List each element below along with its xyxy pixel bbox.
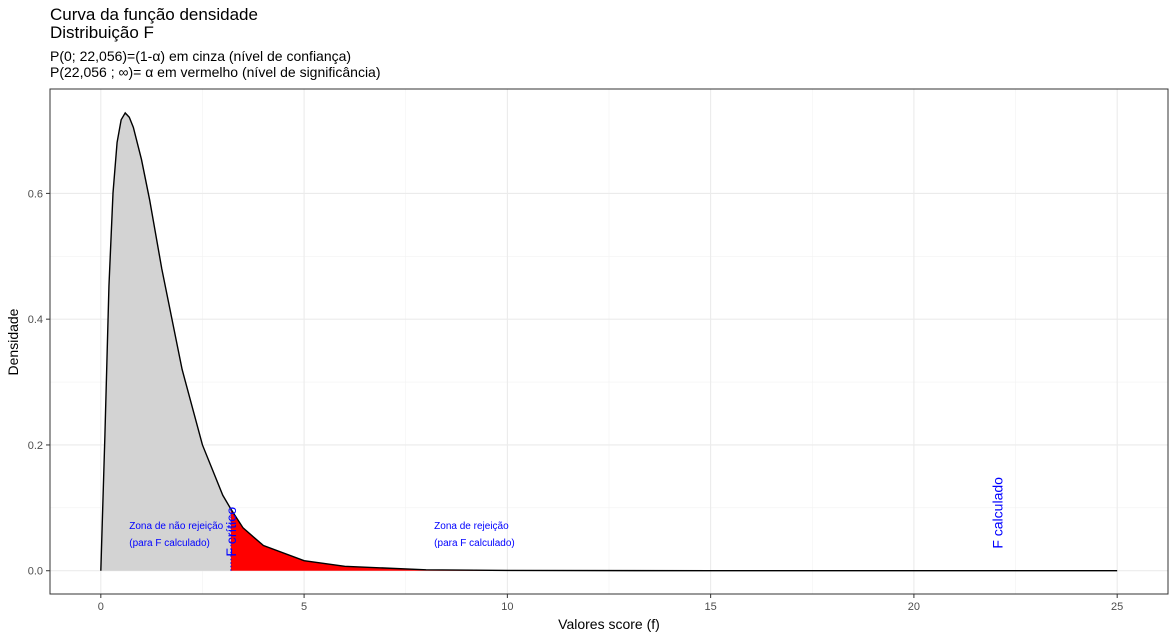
plot-border: [49, 88, 1169, 595]
f-critico-label: F crítico: [223, 507, 239, 557]
x-tick-label: 20: [908, 601, 920, 613]
chart-subtitle-line2: P(22,056 ; ∞)= α em vermelho (nível de s…: [50, 64, 381, 80]
annotation-zona-rejeicao-sub: (para F calculado): [434, 538, 515, 549]
y-axis-title: Densidade: [5, 308, 21, 375]
x-tick-label: 0: [98, 601, 104, 613]
y-tick-label: 0.0: [28, 566, 43, 578]
x-tick-label: 25: [1111, 601, 1123, 613]
x-tick-label: 5: [301, 601, 307, 613]
y-tick-label: 0.2: [28, 440, 43, 452]
chart-subtitle-line1: P(0; 22,056)=(1-α) em cinza (nível de co…: [50, 48, 351, 64]
x-tick-label: 10: [501, 601, 513, 613]
x-axis-title: Valores score (f): [558, 616, 660, 632]
annotation-zona-rejeicao: Zona de rejeição: [434, 521, 509, 532]
chart-title: Curva da função densidade: [50, 5, 258, 24]
y-tick-label: 0.6: [28, 188, 43, 200]
plot-panel: 0 5 10 15 20 25 0.0 0.2 0.4 0.6 Zona de não rejeiç…: [28, 88, 1169, 613]
chart-title-line2: Distribuição F: [50, 23, 154, 42]
annotation-zona-nao-rejeicao: Zona de não rejeição: [129, 521, 223, 532]
f-calculado-label: F calculado: [989, 477, 1005, 549]
acceptance-area: [100, 112, 231, 571]
density-curve: [100, 111, 1118, 572]
y-tick-label: 0.4: [28, 314, 43, 326]
x-tick-label: 15: [705, 601, 717, 613]
annotation-zona-nao-rejeicao-sub: (para F calculado): [129, 538, 210, 549]
rejection-area: [230, 509, 1118, 571]
